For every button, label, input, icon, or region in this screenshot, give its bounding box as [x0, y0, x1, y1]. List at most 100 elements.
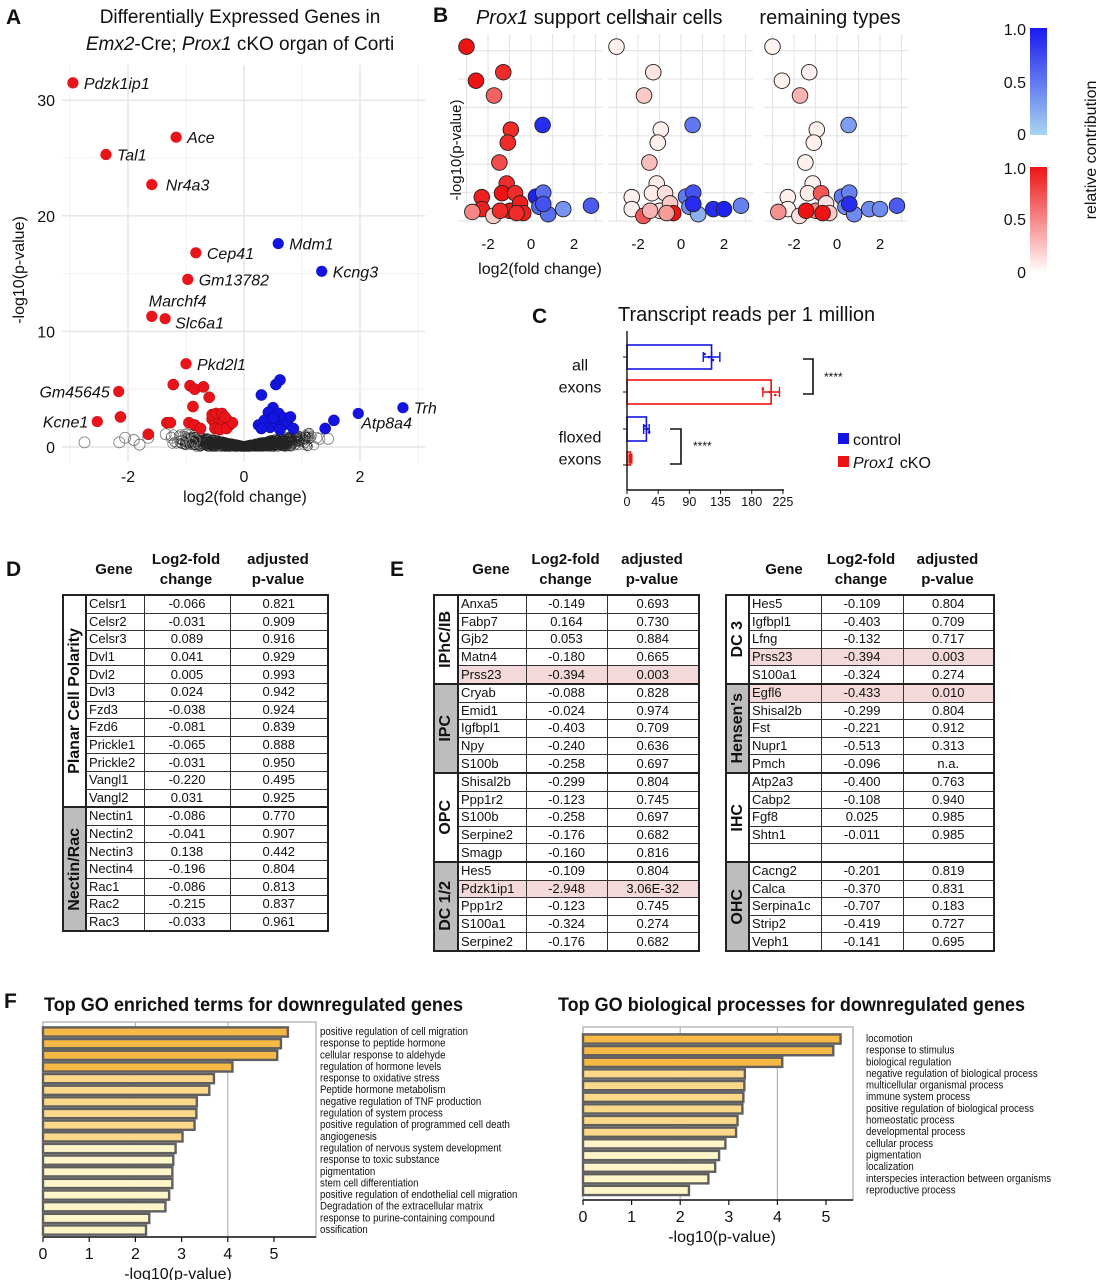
replicate-dot [643, 424, 646, 428]
colorbar-down [1030, 167, 1047, 273]
up-gene-point [555, 200, 572, 218]
cell-gene: Prickle2 [85, 753, 145, 772]
down-point [114, 411, 127, 423]
cell-fc: -0.176 [525, 932, 608, 952]
cell-gene: Lfng [748, 630, 822, 649]
header-text: Gene [472, 561, 510, 578]
cell-fc: -0.033 [143, 912, 231, 933]
cell-gene: Pdzk1ip1 [457, 879, 527, 899]
down-gene-point [649, 134, 667, 151]
cell-fc: 0.005 [143, 665, 231, 684]
down-gene-point [814, 204, 831, 222]
ns-point [233, 442, 243, 452]
ns-point [78, 436, 91, 449]
ns-point [259, 440, 270, 451]
cell-p: 0.763 [902, 771, 995, 792]
table-row: Serpine2 -0.176 0.682 [434, 825, 700, 845]
x-tick-label: -2 [121, 469, 135, 486]
title-part: hair cells [644, 7, 723, 29]
labeled-point [352, 407, 364, 420]
down-gene-point [764, 38, 781, 55]
cell-p: 0.985 [902, 808, 995, 827]
cell-p: 0.828 [606, 682, 700, 703]
ns-point [207, 434, 218, 445]
table-row: Nectin4 -0.196 0.804 [63, 859, 329, 879]
y-axis-label: -log10(p-value) [11, 216, 28, 324]
cell-fc: -0.394 [525, 665, 608, 685]
title-part: Prox1 [476, 7, 528, 29]
category-label: negative regulation of TNF production [320, 1095, 481, 1108]
up-gene-point [582, 197, 600, 214]
down-gene-point [491, 154, 508, 171]
cell-p: 0.816 [606, 843, 700, 863]
up-gene-point [715, 200, 733, 218]
down-point [203, 391, 215, 404]
group-label: Nectin/Rac [65, 827, 83, 911]
x-tick-label: 0 [240, 469, 249, 486]
cell-p: 0.940 [902, 790, 995, 810]
table-row: IHC Atp2a3 -0.400 0.763 [725, 771, 995, 863]
cell-gene: Rac3 [85, 912, 145, 933]
cell-fc: -0.011 [820, 825, 904, 845]
header-gene: Gene [748, 560, 820, 580]
table-row: Pdzk1ip1 -2.948 3.06E-32 [434, 879, 700, 899]
bar [41, 1189, 171, 1201]
category-label: cellular response to aldehyde [320, 1049, 446, 1062]
labeled-point [100, 148, 112, 161]
x-tick-label: 1 [85, 1246, 94, 1263]
x-tick-label: -2 [787, 236, 800, 253]
legend-swatch-cko [838, 456, 849, 467]
bar [581, 1068, 747, 1080]
cell-fc: -0.041 [143, 824, 231, 844]
cell-gene: Prickle1 [85, 735, 145, 755]
cell-fc: -0.403 [820, 612, 904, 632]
table-row: DC 3 Hes5 -0.109 0.804 [725, 593, 995, 685]
up-point [319, 422, 332, 435]
table-row: S100a1 -0.324 0.274 [726, 665, 995, 685]
table-row: S100b -0.258 0.697 [434, 754, 700, 774]
table-row: Hensen's Egfl6 -0.433 0.010 [725, 682, 995, 774]
down-gene-point [641, 202, 659, 220]
cell-gene: Pmch [748, 754, 822, 774]
cell-gene: Anxa5 [457, 593, 527, 614]
gene-label: Kcne1 [43, 415, 88, 432]
ns-point [269, 434, 280, 445]
cell-gene: Ppp1r2 [457, 790, 527, 810]
cell-gene: Serpine2 [457, 932, 527, 952]
up-point [287, 422, 300, 435]
cell-p: 0.693 [606, 593, 700, 614]
up-gene-point [732, 197, 750, 214]
group-label: IHC [728, 803, 746, 832]
down-point [142, 428, 155, 441]
table-row: Fgf8 0.025 0.985 [726, 808, 995, 827]
cell-gene: Npy [457, 736, 527, 756]
cell-p: 0.665 [606, 647, 700, 667]
cell-fc: -0.065 [143, 735, 231, 755]
group-label: Planar Cell Polarity [65, 628, 83, 774]
cell-p: 0.942 [229, 682, 329, 702]
panel-label-e: E [390, 558, 404, 581]
down-gene-point [499, 134, 517, 151]
x-tick-label: 2 [676, 1209, 685, 1226]
table-row: Igfbpl1 -0.403 0.709 [434, 719, 700, 738]
cell-p: 0.909 [229, 612, 329, 632]
panel-label-c: C [532, 305, 547, 328]
panel-label-d: D [6, 558, 21, 581]
cell-gene: Rac2 [85, 895, 145, 914]
cell-gene: Cacng2 [748, 860, 822, 881]
cell-gene: S100b [457, 754, 527, 774]
cell-p: 0.727 [902, 914, 995, 934]
cell-fc: -0.400 [820, 771, 904, 792]
ns-point [200, 436, 211, 447]
cell-p: 0.821 [229, 593, 329, 614]
category-label: response to toxic substance [320, 1153, 440, 1166]
down-gene-point [801, 63, 818, 81]
down-gene-point [635, 87, 653, 104]
cell-gene: Veph1 [748, 932, 822, 952]
category-label: pigmentation [320, 1165, 375, 1178]
ns-point [261, 439, 271, 449]
x-tick-label: -2 [631, 236, 644, 253]
group-label: Hensen's [728, 693, 746, 764]
colorbar-tick: 0.5 [1004, 212, 1026, 229]
bar [581, 1103, 744, 1115]
